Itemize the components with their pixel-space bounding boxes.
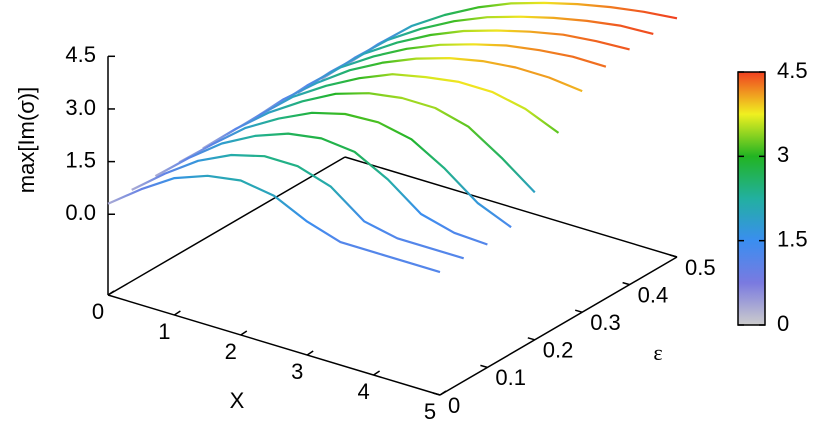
y-tick-label: 0.5 [685,255,716,280]
x-axis-label: X [230,388,245,413]
x-tick-label: 1 [158,319,170,344]
colorbar-tick-label: 3 [777,142,789,167]
x-tick [373,370,381,376]
surface-line [225,73,560,136]
y-tick-label: 0.2 [543,338,574,363]
y-tick [574,309,583,313]
x-tick-label: 4 [357,379,369,404]
y-axis [439,256,678,396]
colorbar-tick-label: 1.5 [777,226,808,251]
surface-line [273,43,607,109]
y-axis-label: ε [653,340,662,365]
z-axis-label: max[Im(σ)] [14,87,39,193]
y-tick-label: 0.4 [638,282,669,307]
y-tick [527,337,536,341]
x-tick-label: 0 [92,299,104,324]
colorbar-tick-label: 0 [777,311,789,336]
y-tick [432,392,441,396]
y-tick [622,281,630,286]
x-tick [240,330,248,336]
x-tick [439,390,447,396]
surface-line [297,29,630,95]
colorbar [737,71,766,326]
y-tick-label: 0 [448,393,460,418]
surface-line [344,1,678,67]
colorbar-tick-label: 4.5 [777,58,808,83]
y-tick-label: 0.1 [495,365,526,390]
z-tick-label: 3.0 [65,95,96,120]
y-tick-label: 0.3 [590,310,621,335]
surface-line [131,153,465,260]
surface-line [249,57,583,122]
y-tick [669,254,678,258]
z-tick-label: 4.5 [65,42,96,67]
surface-line [320,15,654,81]
x-tick-label: 3 [291,359,303,384]
y-tick [480,364,488,369]
surface-line [107,174,441,274]
surface-line [202,92,536,194]
surface-line [178,111,512,229]
z-tick-label: 1.5 [65,147,96,172]
x-tick [107,290,115,296]
z-tick-label: 0.0 [65,200,96,225]
x-axis [107,294,441,396]
surface-line [154,132,488,246]
x-tick-label: 2 [225,339,237,364]
x-tick [306,350,314,356]
floor-edge [344,156,678,258]
floor-edge [107,156,346,296]
x-tick-label: 5 [424,399,436,424]
x-tick [173,310,181,316]
